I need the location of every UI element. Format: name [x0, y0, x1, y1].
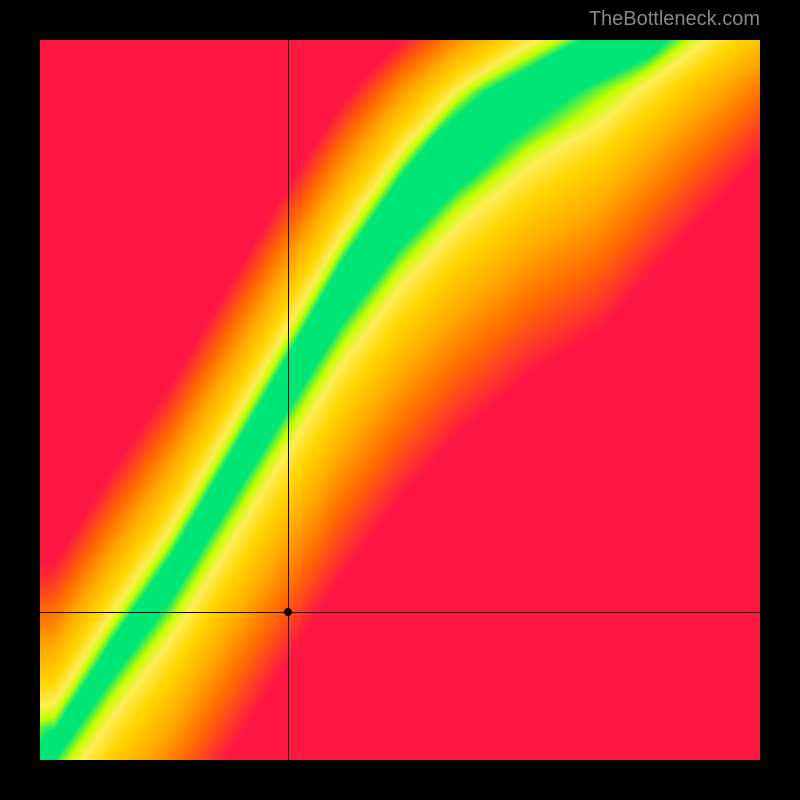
crosshair-vertical [288, 40, 289, 760]
watermark-text: TheBottleneck.com [589, 8, 760, 31]
crosshair-horizontal [40, 612, 760, 613]
marker-dot [284, 608, 292, 616]
heatmap-plot [40, 40, 760, 760]
heatmap-canvas [40, 40, 760, 760]
